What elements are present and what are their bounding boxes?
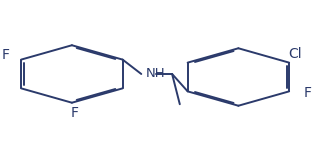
Text: F: F	[2, 48, 10, 62]
Text: NH: NH	[146, 67, 165, 81]
Text: Cl: Cl	[289, 47, 302, 61]
Text: F: F	[71, 106, 79, 120]
Text: F: F	[304, 86, 311, 100]
